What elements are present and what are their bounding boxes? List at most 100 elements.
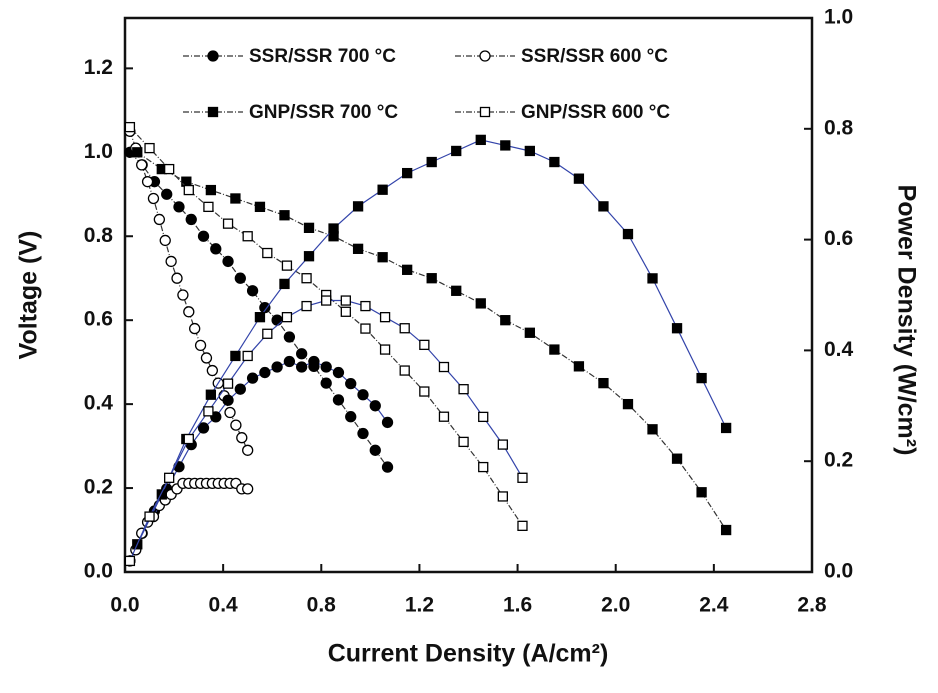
- x-tick-label: 0.0: [110, 594, 139, 617]
- data-point: [183, 184, 194, 196]
- data-point: [159, 234, 171, 247]
- data-point: [696, 372, 707, 384]
- data-point: [524, 327, 535, 338]
- data-point: [478, 411, 489, 423]
- data-point: [451, 285, 462, 296]
- data-point: [224, 406, 236, 419]
- data-point: [360, 323, 371, 334]
- data-point: [377, 252, 388, 263]
- data-point: [402, 264, 413, 275]
- data-point: [259, 366, 271, 379]
- data-point: [200, 352, 213, 364]
- y2-tick-label: 0.8: [824, 116, 854, 139]
- data-point: [230, 350, 241, 362]
- data-point: [352, 201, 364, 212]
- data-point: [340, 295, 351, 306]
- data-point: [141, 176, 154, 188]
- data-point: [161, 188, 173, 200]
- legend-text: GNP/SSR 600 °C: [521, 102, 670, 123]
- data-point: [236, 432, 248, 444]
- data-point: [399, 365, 410, 376]
- data-point: [205, 184, 217, 196]
- data-point: [369, 444, 381, 456]
- data-point: [203, 201, 214, 213]
- y-tick-label: 0.8: [84, 224, 114, 247]
- data-point: [671, 453, 683, 464]
- data-point: [230, 193, 241, 204]
- data-point: [185, 213, 197, 226]
- data-point: [132, 147, 143, 158]
- data-point: [147, 192, 160, 205]
- data-point: [497, 491, 509, 502]
- data-point: [381, 461, 394, 473]
- data-point: [402, 167, 413, 179]
- data-point: [647, 424, 658, 435]
- data-point: [222, 394, 234, 406]
- x-tick-label: 0.8: [307, 594, 337, 617]
- data-point: [671, 323, 683, 334]
- y-tick-label: 0.4: [84, 392, 114, 415]
- data-point: [279, 278, 290, 290]
- data-point: [203, 406, 214, 417]
- data-point: [517, 472, 528, 483]
- data-point: [478, 461, 489, 473]
- data-point: [165, 255, 177, 268]
- y-tick-label: 1.2: [84, 56, 113, 79]
- data-point: [320, 361, 332, 373]
- data-point: [622, 398, 634, 410]
- data-point: [475, 134, 486, 146]
- y2-tick-label: 0.2: [824, 449, 853, 472]
- data-point: [197, 422, 210, 434]
- y-tick-label: 0.0: [84, 560, 113, 583]
- data-point: [332, 366, 345, 379]
- data-point: [357, 427, 369, 440]
- legend-marker: [479, 50, 491, 62]
- data-point: [321, 295, 332, 306]
- data-point: [296, 348, 308, 360]
- data-point: [283, 355, 296, 368]
- y-tick-label: 0.2: [84, 476, 113, 499]
- data-point: [517, 520, 528, 531]
- series-line: [129, 151, 388, 468]
- data-point: [262, 247, 273, 259]
- data-point: [360, 300, 371, 312]
- data-point: [222, 218, 234, 229]
- data-point: [419, 339, 430, 351]
- data-point: [500, 315, 511, 326]
- data-point: [301, 300, 312, 312]
- data-point: [234, 383, 246, 395]
- x-tick-label: 0.4: [209, 594, 239, 617]
- series-line: [129, 360, 388, 562]
- data-point: [210, 243, 222, 255]
- data-point: [183, 306, 195, 318]
- data-point: [438, 361, 450, 373]
- data-point: [242, 483, 254, 495]
- x-tick-label: 1.6: [503, 594, 532, 617]
- data-point: [549, 344, 560, 355]
- data-point: [279, 210, 290, 221]
- data-point: [230, 419, 242, 431]
- data-point: [183, 433, 194, 445]
- data-point: [164, 472, 175, 483]
- data-point: [242, 350, 253, 362]
- data-point: [379, 344, 391, 355]
- data-point: [379, 312, 391, 323]
- data-point: [598, 377, 609, 389]
- series-line: [136, 151, 727, 531]
- legend-text: SSR/SSR 600 °C: [521, 46, 668, 67]
- data-point: [177, 289, 189, 301]
- data-point: [419, 386, 430, 397]
- data-point: [283, 331, 296, 343]
- data-point: [458, 384, 469, 395]
- series-line: [129, 299, 524, 562]
- legend-marker: [479, 106, 491, 118]
- y-axis-title: Voltage (V): [15, 231, 43, 360]
- legend-text: SSR/SSR 700 °C: [249, 46, 396, 67]
- data-point: [573, 173, 585, 184]
- data-point: [189, 322, 201, 335]
- data-point: [720, 422, 732, 434]
- data-point: [573, 361, 585, 372]
- data-point: [242, 231, 253, 242]
- data-point: [426, 156, 437, 168]
